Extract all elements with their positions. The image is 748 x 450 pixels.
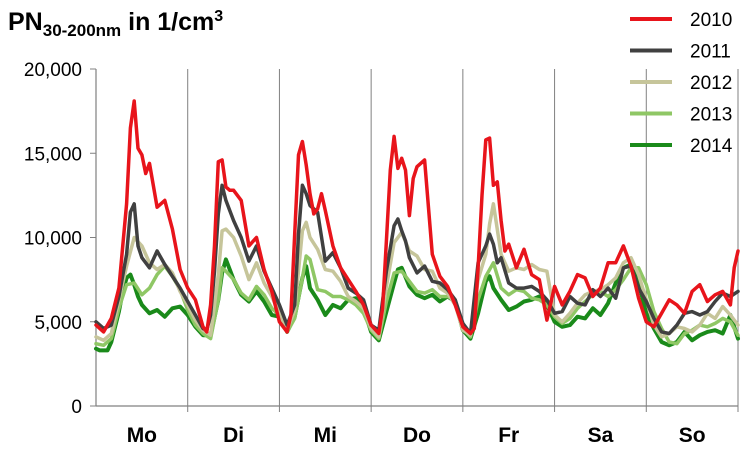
title-subscript: 30-200nm [42,21,122,40]
legend-label-2010: 2010 [690,10,732,31]
series-line-2010 [94,99,740,336]
y-tick-label: 10,000 [24,229,82,250]
series-line-2014 [94,257,740,353]
y-axis-ticks: 0 5,000 10,000 15,000 20,000 [24,60,96,418]
legend-label-2012: 2012 [690,73,732,94]
axes [95,69,739,412]
title-superscript: 3 [214,8,224,25]
x-tick-label: Di [223,424,244,447]
legend-label-2013: 2013 [690,105,732,126]
title-main: PN [8,8,43,36]
title-rest: in 1/cm [121,8,215,36]
y-tick-label: 5,000 [34,313,82,334]
y-tick-label: 15,000 [24,144,82,165]
x-tick-label: Do [403,424,431,447]
series-line-2013 [94,254,740,348]
x-tick-label: So [679,424,706,447]
series-lines [94,99,740,353]
chart-title: PN30-200nm in 1/cm3 [8,8,223,41]
x-tick-label: Fr [498,424,519,447]
x-tick-label: Sa [588,424,614,447]
x-tick-label: Mi [314,424,337,447]
legend-label-2011: 2011 [690,42,731,63]
legend: 2010 2011 2012 2013 2014 [630,10,733,157]
legend-label-2014: 2014 [690,136,733,157]
y-tick-label: 20,000 [24,60,82,81]
y-tick-label: 0 [71,397,82,418]
series-line-2011 [94,183,740,336]
x-tick-label: Mo [127,424,157,447]
x-axis-ticks: Mo Di Mi Do Fr Sa So [127,424,706,447]
